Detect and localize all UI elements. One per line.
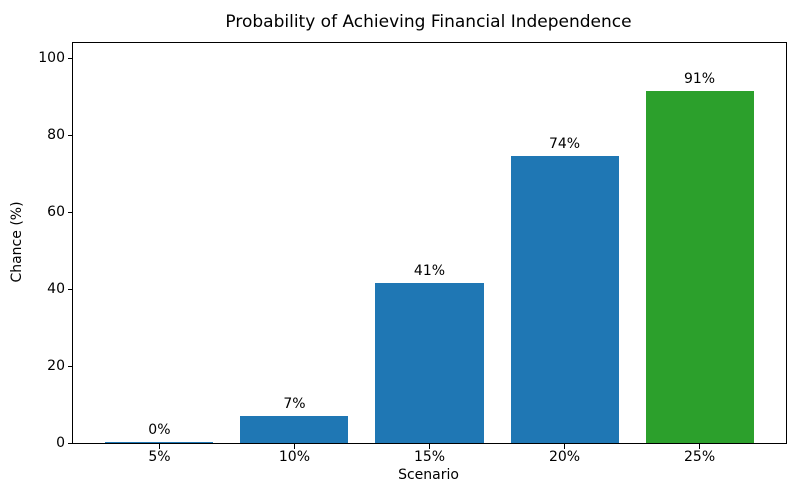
y-tick-label: 20 [47, 358, 65, 375]
x-tick-label: 20% [548, 449, 581, 465]
bar-value-label: 91% [683, 71, 716, 88]
y-tick-label: 60 [47, 204, 65, 221]
bar-value-label: 7% [283, 396, 306, 413]
x-axis-label: Scenario [398, 467, 459, 483]
x-tick-mark [699, 444, 701, 449]
x-tick-mark [564, 444, 566, 449]
y-tick-mark [68, 442, 73, 444]
y-tick-label: 40 [47, 281, 65, 298]
bar-5% [105, 441, 214, 443]
plot-area: 0 20 40 60 80 100 0% 5% 7% 10% 41% 15% 74% 20% 91% 25% [38, 42, 787, 465]
y-tick-mark [68, 211, 73, 213]
x-tick-label: 25% [684, 449, 716, 465]
y-tick-label: 100 [38, 50, 65, 67]
bar-value-label: 41% [413, 263, 446, 280]
x-tick-mark [429, 444, 430, 449]
x-tick-mark [293, 444, 295, 449]
x-tick-label: 15% [413, 449, 446, 465]
y-tick-label: 80 [47, 127, 65, 144]
x-tick-label: 5% [148, 449, 171, 465]
chart-title: Probability of Achieving Financial Indep… [225, 12, 632, 32]
y-tick-mark [68, 288, 73, 290]
bar-value-label: 74% [548, 136, 581, 153]
y-tick-mark [68, 134, 73, 136]
y-tick-mark [68, 57, 73, 59]
bar-15% [375, 283, 484, 443]
bar-20% [510, 156, 619, 443]
x-tick-mark [158, 444, 160, 449]
x-tick-label: 10% [278, 449, 311, 465]
bar-10% [240, 416, 349, 443]
y-axis-label: Chance (%) [9, 201, 25, 283]
y-tick-mark [68, 365, 73, 367]
bar-value-label: 0% [148, 421, 171, 438]
bar-25% [645, 91, 754, 443]
y-tick-label: 0 [56, 435, 65, 451]
